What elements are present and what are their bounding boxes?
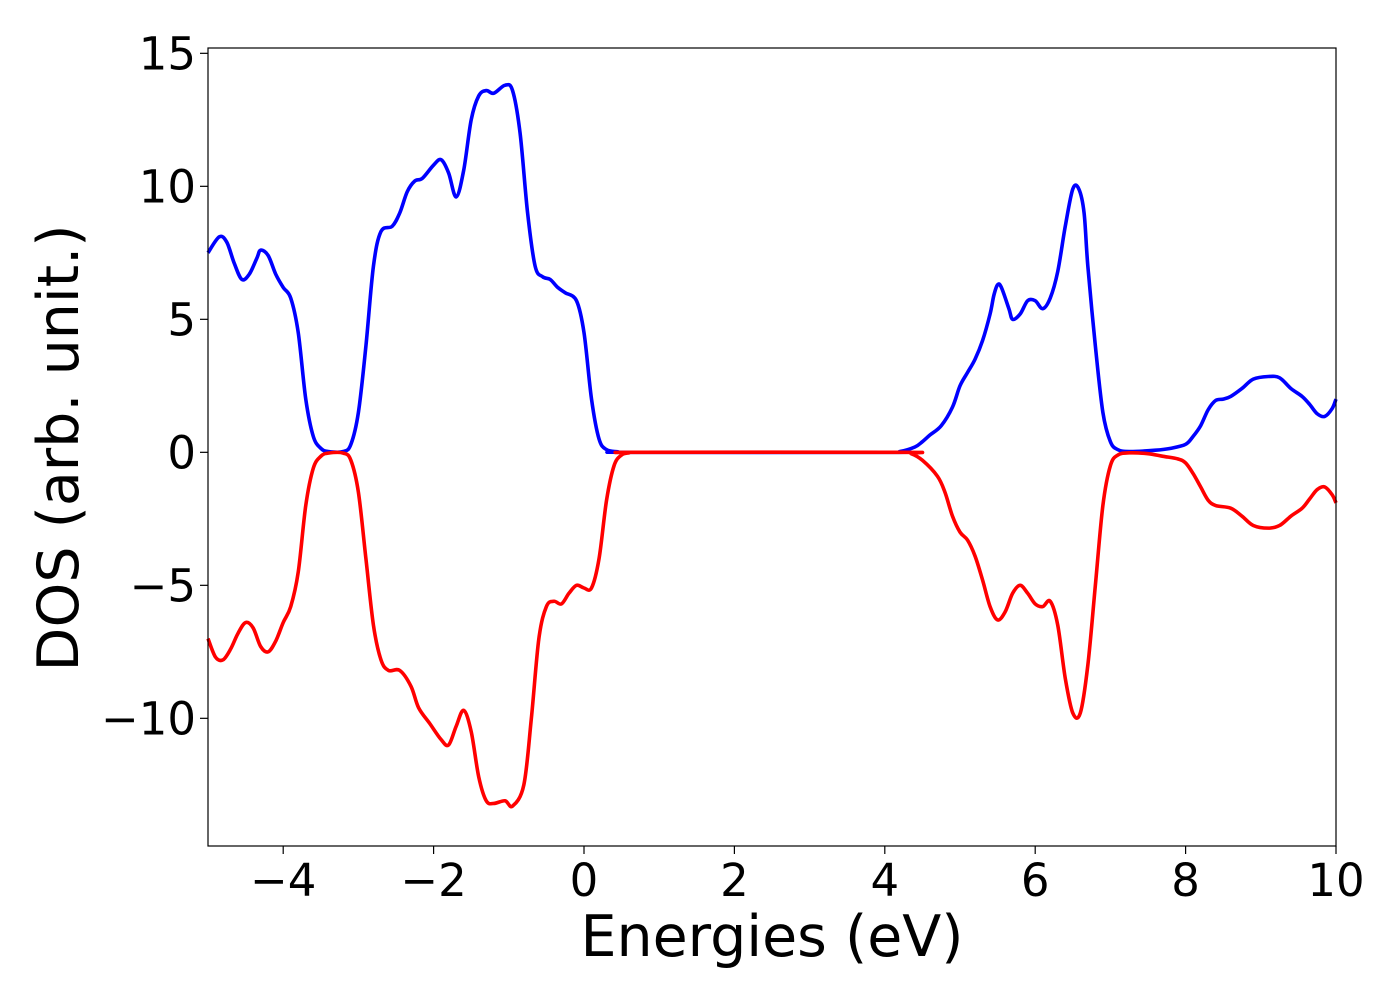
x-tick-label: 0 xyxy=(570,854,599,907)
series-layer xyxy=(206,82,1338,809)
y-axis-title: DOS (arb. unit.) xyxy=(26,225,92,672)
y-tick-label: −10 xyxy=(101,692,196,745)
plot-frame xyxy=(207,47,1337,847)
y-tick-label: 10 xyxy=(139,160,196,213)
y-tick-label: 15 xyxy=(139,27,196,80)
x-tick-label: 2 xyxy=(720,854,749,907)
x-tick-label: −4 xyxy=(250,854,316,907)
series-line-spin-up xyxy=(206,82,1338,455)
x-axis-title: Energies (eV) xyxy=(580,904,963,970)
x-tick-label: −2 xyxy=(400,854,466,907)
x-tick-label: 8 xyxy=(1171,854,1200,907)
y-tick-label: 0 xyxy=(167,426,196,479)
y-tick-label: −5 xyxy=(130,559,196,612)
x-axis: −4 −2 0 2 4 6 8 10 xyxy=(250,846,1365,907)
series-line-spin-down xyxy=(206,450,1338,809)
x-tick-label: 6 xyxy=(1021,854,1050,907)
y-tick-label: 5 xyxy=(167,293,196,346)
x-tick-label: 10 xyxy=(1307,854,1364,907)
x-tick-label: 4 xyxy=(870,854,899,907)
plot-area xyxy=(206,47,1338,847)
y-axis: −10 −5 0 5 10 15 xyxy=(101,27,208,745)
